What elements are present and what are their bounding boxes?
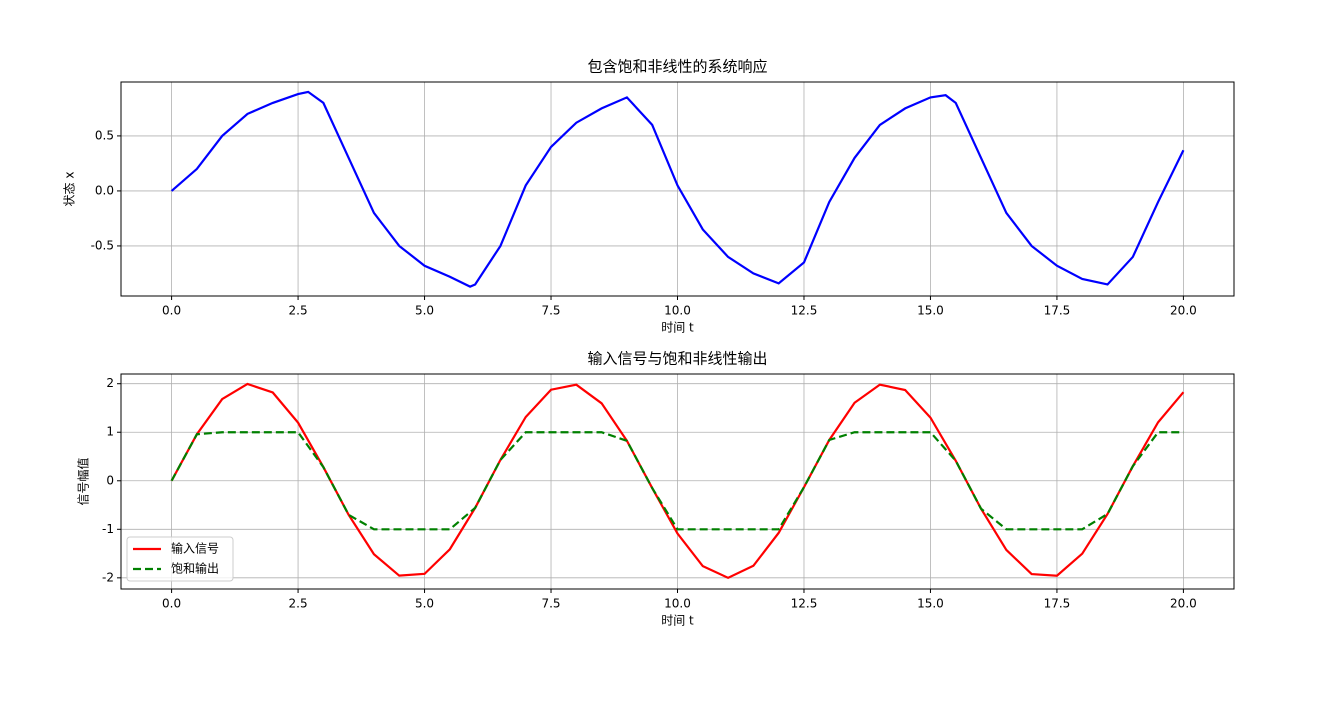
- x-tick-label: 20.0: [1170, 597, 1197, 611]
- x-tick-label: 0.0: [162, 304, 181, 318]
- data-line: [170, 431, 1184, 531]
- axes-frame: [120, 81, 1235, 297]
- x-tick-label: 17.5: [1044, 304, 1071, 318]
- axes: 0.0 2.5 5.0 7.5 10.0 12.5 15.0 17.5 20.0 -0.5 0.0 0…: [63, 58, 1234, 335]
- chart-title: 包含饱和非线性的系统响应: [587, 58, 767, 76]
- y-tick-label: 1: [106, 425, 114, 439]
- data-line: [170, 90, 1185, 288]
- x-tick-label: 10.0: [664, 304, 691, 318]
- x-axis-label: 时间 t: [661, 321, 694, 335]
- axes-frame: [120, 373, 1235, 590]
- x-tick-label: 7.5: [541, 597, 560, 611]
- x-tick-label: 15.0: [917, 597, 944, 611]
- x-tick-label: 12.5: [791, 597, 818, 611]
- y-tick-label: 0.0: [95, 183, 114, 197]
- x-tick-label: 20.0: [1170, 304, 1197, 318]
- y-tick-label: 0.5: [95, 128, 114, 142]
- x-tick-label: 15.0: [917, 304, 944, 318]
- y-tick-label: -0.5: [91, 238, 114, 252]
- x-tick-label: 2.5: [289, 597, 308, 611]
- x-tick-label: 5.0: [415, 304, 434, 318]
- axes: 0.0 2.5 5.0 7.5 10.0 12.5 15.0 17.5 20.0 -2 -1 0 1 2 输…: [76, 350, 1234, 628]
- x-axis-label: 时间 t: [661, 614, 694, 628]
- x-tick-label: 0.0: [162, 597, 181, 611]
- y-axis-label: 信号幅值: [76, 457, 91, 505]
- y-tick-label: 2: [106, 376, 114, 390]
- x-tick-label: 2.5: [289, 304, 308, 318]
- legend-label: 输入信号: [171, 541, 219, 556]
- x-tick-label: 17.5: [1044, 597, 1071, 611]
- y-axis-label: 状态 x: [63, 172, 77, 207]
- x-tick-label: 12.5: [791, 304, 818, 318]
- y-tick-label: 0: [106, 473, 114, 487]
- legend-label: 饱和输出: [171, 561, 219, 576]
- chart-title: 输入信号与饱和非线性输出: [587, 350, 767, 368]
- x-tick-label: 5.0: [415, 597, 434, 611]
- y-tick-label: -2: [102, 570, 114, 584]
- y-tick-label: -1: [102, 522, 114, 536]
- x-tick-label: 10.0: [664, 597, 691, 611]
- x-tick-label: 7.5: [541, 304, 560, 318]
